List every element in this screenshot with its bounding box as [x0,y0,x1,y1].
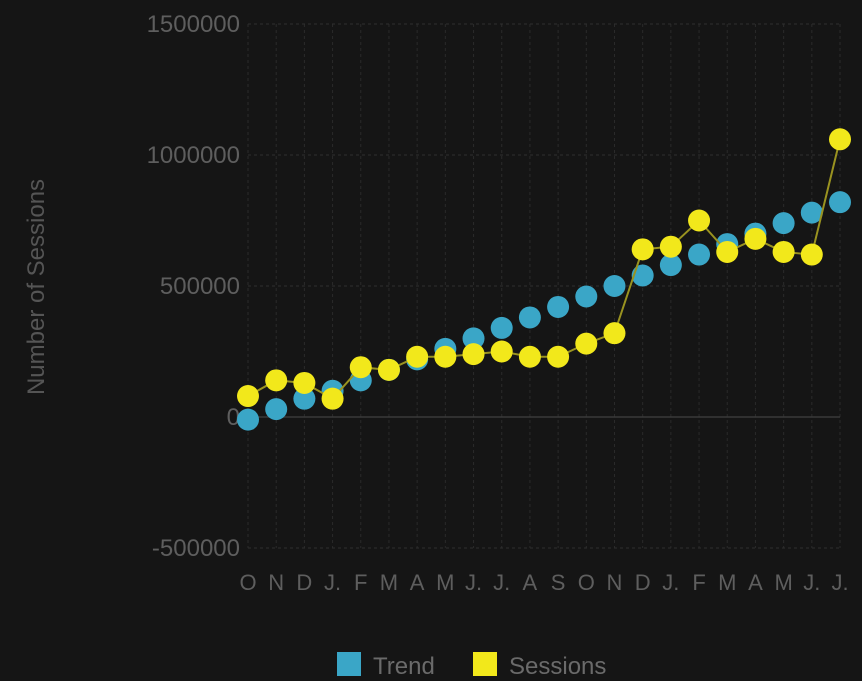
x-tick-label: M [774,570,792,595]
legend-swatch-trend [337,652,361,676]
y-tick-label: 1500000 [147,11,240,38]
sessions-point [829,128,851,151]
trend-point [237,408,259,431]
sessions-point [293,371,316,394]
trend-point [265,398,288,421]
x-tick-label: N [607,570,623,595]
sessions-point [547,345,570,368]
trend-point [800,201,823,224]
x-tick-label: J. [493,570,510,595]
x-axis-ticks: O N D J. F M A M J. J. A S O N D J. F M A M J. J. [239,570,848,595]
x-tick-label: D [296,570,312,595]
sessions-point [772,240,795,263]
grid [247,23,841,549]
legend: Trend Sessions [337,652,606,680]
sessions-point [406,345,429,368]
trend-point [490,316,513,339]
x-tick-label: F [354,570,367,595]
sessions-point [377,358,400,381]
x-tick-label: A [410,570,425,595]
x-tick-label: J. [324,570,341,595]
trend-point [603,275,626,297]
x-tick-label: M [436,570,454,595]
trend-point [575,285,598,308]
sessions-point [575,332,598,355]
legend-label-sessions: Sessions [509,653,606,680]
sessions-point [434,345,457,368]
x-tick-label: F [692,570,705,595]
trend-point [688,243,711,266]
x-tick-label: J. [831,570,848,595]
x-tick-label: A [523,570,538,595]
trend-point [631,264,654,287]
legend-swatch-sessions [473,652,497,676]
x-tick-label: J. [803,570,820,595]
trend-point [518,306,541,329]
sessions-point [659,235,682,258]
y-tick-label: 500000 [160,273,240,300]
trend-point [293,387,316,410]
legend-label-trend: Trend [373,653,435,680]
trend-point [462,327,485,350]
x-tick-label: N [268,570,284,595]
x-tick-label: S [551,570,566,595]
y-axis-label: Number of Sessions [23,179,50,395]
x-tick-label: O [239,570,256,595]
sessions-point [265,369,288,392]
sessions-point [744,227,767,250]
sessions-point [800,243,823,266]
y-tick-label: 0 [227,404,240,431]
x-tick-label: J. [465,570,482,595]
sessions-point [603,322,626,345]
y-axis-ticks: 1500000 1000000 500000 0 -500000 [147,11,240,562]
sessions-point [688,209,711,232]
x-tick-label: O [578,570,595,595]
sessions-point [349,356,372,379]
trend-point [659,254,682,277]
y-tick-label: 1000000 [147,142,240,169]
x-tick-label: M [380,570,398,595]
x-tick-label: J. [662,570,679,595]
sessions-line [247,139,841,400]
series [237,128,851,431]
sessions-point [490,340,513,363]
sessions-point [716,240,739,263]
y-tick-label: -500000 [152,535,240,562]
sessions-point [462,343,485,366]
sessions-point [321,387,344,410]
x-tick-label: D [635,570,651,595]
trend-point [772,212,795,235]
x-tick-label: M [718,570,736,595]
sessions-point [631,238,654,261]
trend-point [547,295,570,318]
sessions-point [518,345,541,368]
trend-point [829,191,851,214]
sessions-point [237,385,259,408]
series-sessions [237,128,851,410]
x-tick-label: A [748,570,763,595]
